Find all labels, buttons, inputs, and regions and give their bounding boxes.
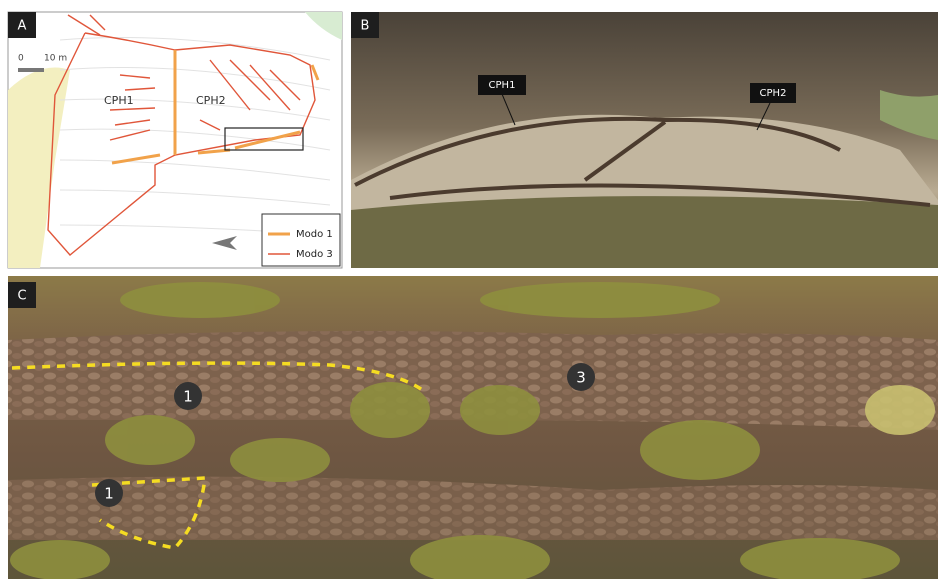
legend-label: Modo 3 <box>296 249 333 260</box>
scale-label: 10 m <box>44 54 67 64</box>
panel-b: B CPH1 CPH2 <box>351 12 938 268</box>
legend-label: Modo 1 <box>296 229 333 240</box>
panel-label: C <box>17 289 26 304</box>
scale-label: 0 <box>18 54 24 64</box>
marker-label: 3 <box>576 369 586 387</box>
callout-label: CPH1 <box>489 80 516 91</box>
photo-wall <box>8 477 938 540</box>
panel-label: A <box>18 19 27 34</box>
callout-label: CPH2 <box>760 88 787 99</box>
photo-terrain <box>351 196 938 268</box>
figure: A 0 10 m CPH1 CPH2 Modo 1 Modo 3 B CPH1 … <box>0 0 938 579</box>
panel-a: A 0 10 m CPH1 CPH2 Modo 1 Modo 3 <box>8 12 342 268</box>
marker-label: 1 <box>104 485 114 503</box>
site-label: CPH1 <box>104 94 134 107</box>
marker-label: 1 <box>183 388 193 406</box>
site-label: CPH2 <box>196 94 226 107</box>
panel-c: C 1 3 1 <box>8 276 938 579</box>
scale-bar <box>18 68 44 72</box>
panel-label: B <box>361 19 370 34</box>
